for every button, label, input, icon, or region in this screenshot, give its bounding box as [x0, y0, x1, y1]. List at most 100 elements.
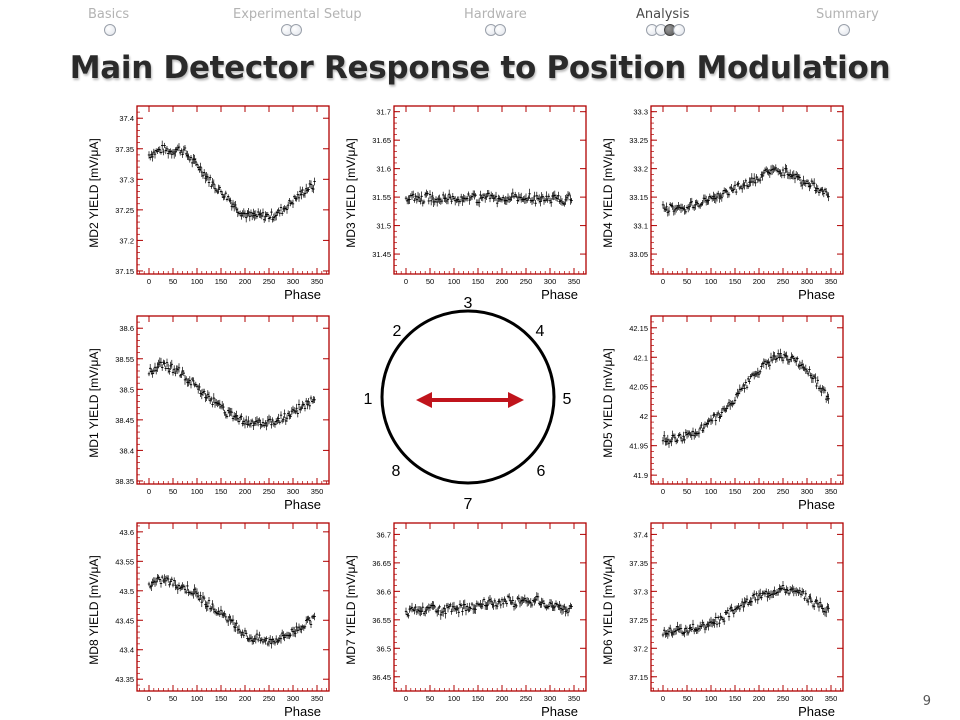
x-tick-label: 150: [215, 487, 228, 496]
x-tick-label: 100: [191, 487, 204, 496]
x-tick-label: 250: [520, 277, 533, 286]
y-axis-label: MD7 YIELD [mV/μA]: [344, 555, 358, 664]
octant-label-7: 7: [464, 496, 473, 513]
nav-section-hardware[interactable]: Hardware: [464, 7, 527, 22]
chart-svg: 37.15 37.2 37.25 37.3 37.35 37.4 0 50 100 150 200 2…: [601, 522, 844, 717]
x-tick-label: 150: [215, 277, 228, 286]
x-tick-label: 200: [496, 277, 509, 286]
x-tick-label: 200: [753, 277, 766, 286]
x-tick-label: 50: [169, 487, 177, 496]
y-tick-label: 36.65: [372, 559, 391, 568]
x-axis-label: Phase: [798, 287, 835, 300]
x-tick-label: 150: [729, 694, 742, 703]
x-tick-label: 300: [544, 277, 557, 286]
x-tick-label: 50: [683, 487, 691, 496]
y-tick-label: 37.35: [115, 145, 134, 154]
y-axis-label: MD3 YIELD [mV/μA]: [344, 138, 358, 247]
x-tick-label: 0: [404, 277, 408, 286]
y-tick-label: 37.15: [629, 673, 648, 682]
x-tick-label: 50: [426, 694, 434, 703]
nav-dot[interactable]: [290, 24, 302, 36]
y-tick-label: 38.45: [115, 416, 134, 425]
x-tick-label: 150: [215, 694, 228, 703]
modulation-arrow-left-head: [416, 392, 432, 408]
y-tick-label: 37.4: [633, 530, 648, 539]
x-tick-label: 0: [147, 277, 151, 286]
plot-frame: [136, 315, 330, 485]
x-tick-label: 300: [287, 487, 300, 496]
y-tick-label: 38.55: [115, 355, 134, 364]
y-tick-label: 37.2: [633, 644, 648, 653]
y-tick-label: 37.25: [115, 206, 134, 215]
plot-md3: 31.45 31.5 31.55 31.6 31.65 31.7 0 50 100 150 200 2…: [343, 100, 603, 300]
y-tick-label: 37.4: [119, 114, 134, 123]
x-tick-label: 0: [661, 487, 665, 496]
x-tick-label: 300: [544, 694, 557, 703]
y-tick-label: 38.35: [115, 477, 134, 486]
x-tick-label: 300: [801, 487, 814, 496]
x-tick-label: 50: [683, 694, 691, 703]
detector-octant-diagram: 1 2 3 4 5 6 7 8: [350, 285, 600, 515]
nav-dot[interactable]: [494, 24, 506, 36]
y-tick-label: 33.2: [633, 165, 648, 174]
nav-section-summary[interactable]: Summary: [816, 7, 879, 22]
x-tick-label: 350: [825, 487, 838, 496]
y-axis-label: MD8 YIELD [mV/μA]: [87, 555, 101, 664]
x-axis-label: Phase: [798, 704, 835, 717]
y-tick-label: 33.1: [633, 222, 648, 231]
y-tick-label: 42.1: [633, 353, 648, 362]
x-tick-label: 0: [404, 694, 408, 703]
y-tick-label: 37.3: [119, 175, 134, 184]
y-tick-label: 31.65: [372, 136, 391, 145]
x-tick-label: 50: [426, 277, 434, 286]
x-tick-label: 50: [683, 277, 691, 286]
plot-md6: 37.15 37.2 37.25 37.3 37.35 37.4 0 50 100 150 200 2…: [600, 517, 860, 717]
x-tick-label: 100: [705, 694, 718, 703]
y-tick-label: 37.25: [629, 616, 648, 625]
y-tick-label: 36.5: [376, 644, 391, 653]
y-tick-label: 36.6: [376, 587, 391, 596]
y-tick-label: 37.3: [633, 587, 648, 596]
octant-label-6: 6: [537, 463, 546, 480]
x-tick-label: 300: [287, 694, 300, 703]
y-tick-label: 41.95: [629, 442, 648, 451]
x-tick-label: 50: [169, 694, 177, 703]
x-tick-label: 100: [191, 277, 204, 286]
chart-svg: 36.45 36.5 36.55 36.6 36.65 36.7 0 50 100 150 200 2…: [344, 522, 587, 717]
nav-dot[interactable]: [673, 24, 685, 36]
chart-svg: 38.35 38.4 38.45 38.5 38.55 38.6 0 50 100 150 200 2…: [87, 315, 330, 510]
y-tick-label: 33.3: [633, 108, 648, 117]
y-tick-label: 36.7: [376, 530, 391, 539]
x-tick-label: 350: [825, 694, 838, 703]
x-tick-label: 350: [568, 277, 581, 286]
nav-section-experimental-setup[interactable]: Experimental Setup: [233, 7, 362, 22]
x-axis-label: Phase: [284, 287, 321, 300]
plot-md1: 38.35 38.4 38.45 38.5 38.55 38.6 0 50 100 150 200 2…: [86, 310, 346, 510]
nav-dot[interactable]: [104, 24, 116, 36]
x-tick-label: 0: [661, 694, 665, 703]
modulation-arrow-right-head: [508, 392, 524, 408]
y-tick-label: 38.4: [119, 446, 134, 455]
chart-svg: 33.05 33.1 33.15 33.2 33.25 33.3 0 50 100 150 200 2…: [601, 105, 844, 300]
octant-label-3: 3: [464, 295, 473, 312]
x-tick-label: 150: [729, 487, 742, 496]
nav-section-analysis[interactable]: Analysis: [636, 7, 690, 22]
y-tick-label: 42.05: [629, 383, 648, 392]
x-tick-label: 250: [777, 694, 790, 703]
y-tick-label: 31.45: [372, 250, 391, 259]
nav-section-basics[interactable]: Basics: [88, 7, 130, 22]
octant-label-2: 2: [393, 323, 402, 340]
plot-md5: 41.9 41.95 42 42.05 42.1 42.15 0 50 100 150 200 250…: [600, 310, 860, 510]
detector-ring: [380, 309, 556, 485]
y-tick-label: 31.7: [376, 108, 391, 117]
x-tick-label: 150: [472, 694, 485, 703]
plot-frame: [136, 522, 330, 692]
chart-svg: 41.9 41.95 42 42.05 42.1 42.15 0 50 100 150 200 250…: [601, 315, 844, 510]
plot-frame: [136, 105, 330, 275]
x-tick-label: 350: [825, 277, 838, 286]
x-tick-label: 250: [263, 694, 276, 703]
x-tick-label: 0: [147, 694, 151, 703]
nav-dot[interactable]: [838, 24, 850, 36]
y-tick-label: 43.6: [119, 528, 134, 537]
x-axis-label: Phase: [541, 704, 578, 717]
